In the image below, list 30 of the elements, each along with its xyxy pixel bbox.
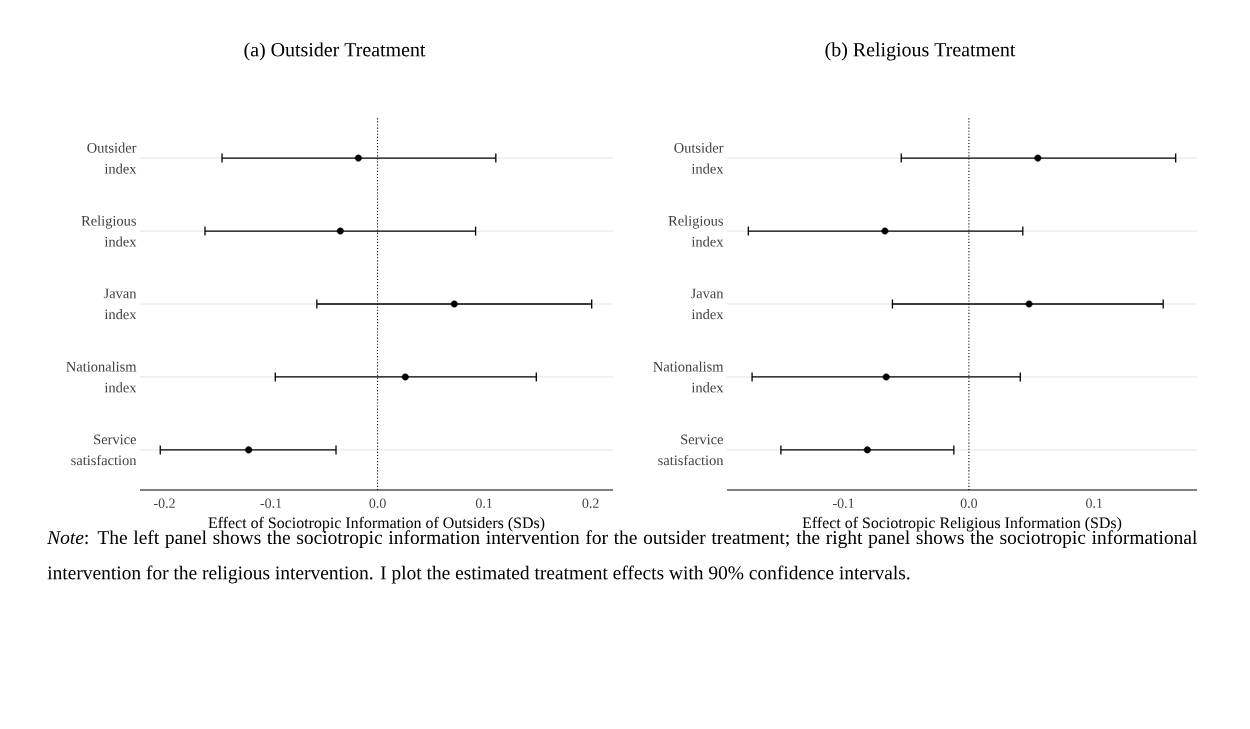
x-tick-label: 0.0	[960, 498, 978, 508]
x-tick-label: 0.0	[369, 498, 386, 508]
y-tick-label: Javan index	[690, 288, 724, 320]
point	[881, 227, 889, 235]
y-tick-label: Outsider index	[87, 142, 137, 174]
chart-title: (a) Outsider Treatment	[244, 42, 426, 61]
chart-title: (b) Religious Treatment	[825, 42, 1016, 61]
point	[863, 446, 871, 454]
point	[1034, 154, 1042, 162]
y-tick-label: Javan index	[103, 288, 137, 320]
point	[336, 227, 344, 235]
point	[401, 373, 409, 381]
x-tick-label: 0.1	[475, 498, 492, 508]
point	[882, 373, 890, 381]
y-tick-label: Religious index	[81, 215, 137, 247]
y-tick-label: Service satisfaction	[658, 434, 724, 466]
y-tick-label: Service satisfaction	[71, 434, 137, 466]
x-tick-label: 0.1	[1086, 498, 1103, 508]
y-tick-label: Religious index	[668, 215, 724, 247]
x-tick-label: -0.1	[833, 498, 854, 508]
x-tick-label: -0.1	[260, 498, 282, 508]
point	[1025, 300, 1033, 308]
y-tick-label: Outsider index	[674, 142, 724, 174]
point	[245, 446, 253, 454]
y-tick-label: Nationalism index	[66, 361, 137, 393]
y-tick-label: Nationalism index	[653, 361, 724, 393]
x-tick-label: -0.2	[153, 498, 175, 508]
x-tick-label: 0.2	[582, 498, 599, 508]
point	[450, 300, 458, 308]
point	[354, 154, 362, 162]
